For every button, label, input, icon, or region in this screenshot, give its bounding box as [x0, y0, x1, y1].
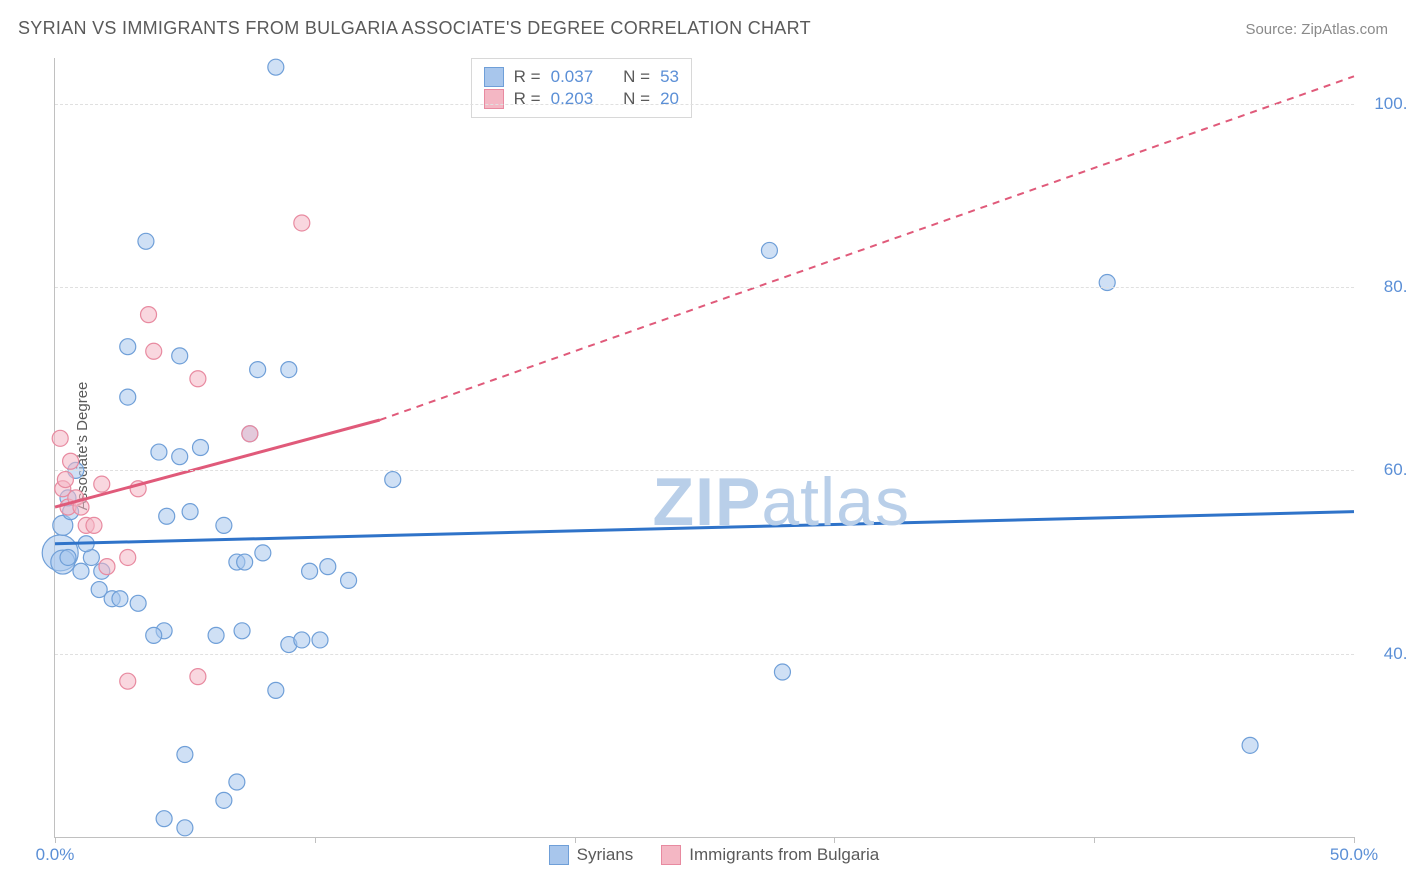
legend-series: Syrians Immigrants from Bulgaria	[549, 845, 880, 865]
data-point-syrians	[237, 554, 253, 570]
data-point-syrians	[177, 747, 193, 763]
legend-stats-row-syrians: R = 0.037 N = 53	[484, 67, 679, 87]
y-tick-label: 40.0%	[1384, 644, 1406, 664]
data-point-syrians	[159, 508, 175, 524]
data-point-syrians	[294, 632, 310, 648]
data-point-bulgaria	[242, 426, 258, 442]
swatch-bulgaria	[484, 89, 504, 109]
data-point-syrians	[312, 632, 328, 648]
data-point-bulgaria	[120, 549, 136, 565]
data-point-bulgaria	[63, 453, 79, 469]
data-point-syrians	[302, 563, 318, 579]
n-label: N =	[623, 89, 650, 109]
data-point-syrians	[216, 792, 232, 808]
r-value-syrians: 0.037	[551, 67, 594, 87]
r-value-bulgaria: 0.203	[551, 89, 594, 109]
data-point-syrians	[229, 774, 245, 790]
data-point-syrians	[138, 233, 154, 249]
legend-item-bulgaria: Immigrants from Bulgaria	[661, 845, 879, 865]
data-point-syrians	[73, 563, 89, 579]
x-tick-label: 0.0%	[36, 845, 75, 865]
data-point-syrians	[120, 389, 136, 405]
data-point-syrians	[192, 440, 208, 456]
y-tick-label: 80.0%	[1384, 277, 1406, 297]
plot-svg	[55, 58, 1354, 837]
swatch-bulgaria	[661, 845, 681, 865]
n-label: N =	[623, 67, 650, 87]
data-point-syrians	[281, 362, 297, 378]
data-point-syrians	[774, 664, 790, 680]
data-point-syrians	[1242, 737, 1258, 753]
n-value-bulgaria: 20	[660, 89, 679, 109]
data-point-syrians	[182, 504, 198, 520]
data-point-syrians	[385, 472, 401, 488]
data-point-bulgaria	[94, 476, 110, 492]
data-point-syrians	[341, 572, 357, 588]
data-point-syrians	[177, 820, 193, 836]
n-value-syrians: 53	[660, 67, 679, 87]
data-point-bulgaria	[294, 215, 310, 231]
data-point-bulgaria	[99, 559, 115, 575]
r-label: R =	[514, 67, 541, 87]
data-point-syrians	[172, 348, 188, 364]
legend-stats: R = 0.037 N = 53 R = 0.203 N = 20	[471, 58, 692, 118]
data-point-bulgaria	[141, 307, 157, 323]
x-tick-label: 50.0%	[1330, 845, 1378, 865]
data-point-syrians	[130, 595, 146, 611]
data-point-bulgaria	[190, 669, 206, 685]
swatch-syrians	[484, 67, 504, 87]
data-point-bulgaria	[57, 472, 73, 488]
legend-label-syrians: Syrians	[577, 845, 634, 865]
data-point-syrians	[151, 444, 167, 460]
y-tick-label: 60.0%	[1384, 460, 1406, 480]
source-label: Source: ZipAtlas.com	[1245, 21, 1388, 38]
chart-plot-area: ZIPatlas R = 0.037 N = 53 R = 0.203 N = …	[54, 58, 1354, 838]
data-point-syrians	[268, 59, 284, 75]
r-label: R =	[514, 89, 541, 109]
data-point-syrians	[172, 449, 188, 465]
data-point-syrians	[208, 627, 224, 643]
trendline-syrians	[55, 512, 1354, 544]
data-point-bulgaria	[52, 430, 68, 446]
trendline-dash-bulgaria	[380, 76, 1354, 420]
legend-stats-row-bulgaria: R = 0.203 N = 20	[484, 89, 679, 109]
data-point-syrians	[255, 545, 271, 561]
data-point-syrians	[250, 362, 266, 378]
data-point-bulgaria	[86, 517, 102, 533]
data-point-syrians	[320, 559, 336, 575]
swatch-syrians	[549, 845, 569, 865]
data-point-syrians	[216, 517, 232, 533]
data-point-syrians	[112, 591, 128, 607]
data-point-syrians	[761, 242, 777, 258]
legend-label-bulgaria: Immigrants from Bulgaria	[689, 845, 879, 865]
data-point-syrians	[156, 811, 172, 827]
data-point-syrians	[120, 339, 136, 355]
data-point-syrians	[268, 682, 284, 698]
data-point-bulgaria	[190, 371, 206, 387]
chart-title: SYRIAN VS IMMIGRANTS FROM BULGARIA ASSOC…	[18, 18, 811, 39]
data-point-syrians	[1099, 275, 1115, 291]
data-point-bulgaria	[146, 343, 162, 359]
data-point-bulgaria	[120, 673, 136, 689]
data-point-syrians	[60, 549, 76, 565]
data-point-syrians	[234, 623, 250, 639]
legend-item-syrians: Syrians	[549, 845, 634, 865]
y-tick-label: 100.0%	[1374, 94, 1406, 114]
data-point-syrians	[146, 627, 162, 643]
trendline-bulgaria	[55, 420, 380, 507]
